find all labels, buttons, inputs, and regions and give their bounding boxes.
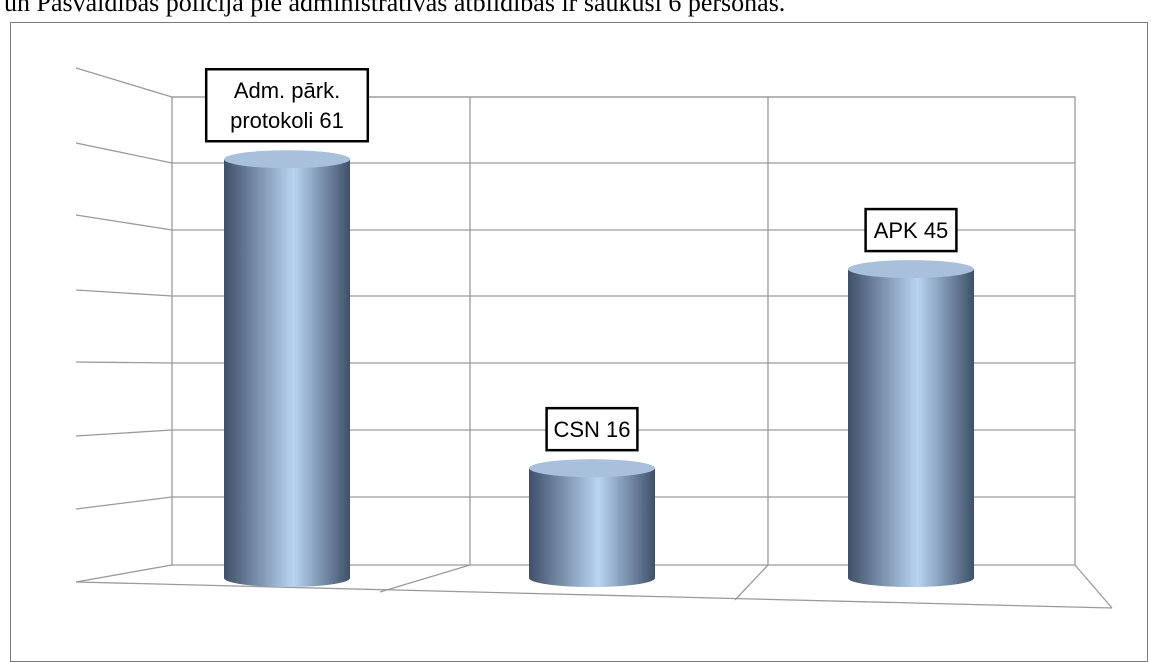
floor-left-edge (75, 564, 173, 583)
gridline-side (75, 67, 173, 98)
data-label-text: protokoli 61 (230, 108, 344, 133)
data-label-text: Adm. pārk. (234, 78, 340, 103)
chart-bar (224, 150, 350, 588)
bar-body (224, 159, 350, 588)
chart-data-labels: Adm. pārk. protokoli 61 CSN 16 APK 45 (204, 67, 958, 452)
bar-data-label: Adm. pārk. protokoli 61 (204, 67, 370, 143)
gridline-side (75, 214, 173, 231)
gridline-side (75, 361, 173, 364)
cylinder-bar-chart: Adm. pārk. protokoli 61 CSN 16 APK 45 (75, 67, 1113, 609)
bar-body (848, 269, 974, 587)
floor-divider (379, 564, 471, 593)
floor-right-edge (1074, 564, 1113, 609)
bar-body (529, 468, 655, 587)
chart-bar (848, 260, 974, 587)
data-label-text: APK 45 (874, 218, 949, 243)
chart-bar (529, 459, 655, 587)
floor-divider (734, 564, 769, 601)
gridline-side (75, 289, 173, 297)
gridline-side (75, 429, 173, 437)
bar-top (224, 150, 350, 169)
bar-data-label: APK 45 (864, 207, 958, 253)
bar-top (529, 459, 655, 478)
chart-bars (224, 150, 974, 588)
document-caption: un Pašvaldības policija pie administratī… (4, 0, 786, 17)
gridline-side (75, 496, 173, 510)
bar-data-label: CSN 16 (545, 406, 639, 452)
gridline-side (75, 142, 173, 164)
data-label-box (545, 406, 639, 452)
bar-top (848, 260, 974, 279)
data-label-box (204, 67, 370, 143)
data-label-text: CSN 16 (553, 417, 630, 442)
floor-front-edge (75, 581, 1113, 609)
data-label-box (864, 207, 958, 253)
